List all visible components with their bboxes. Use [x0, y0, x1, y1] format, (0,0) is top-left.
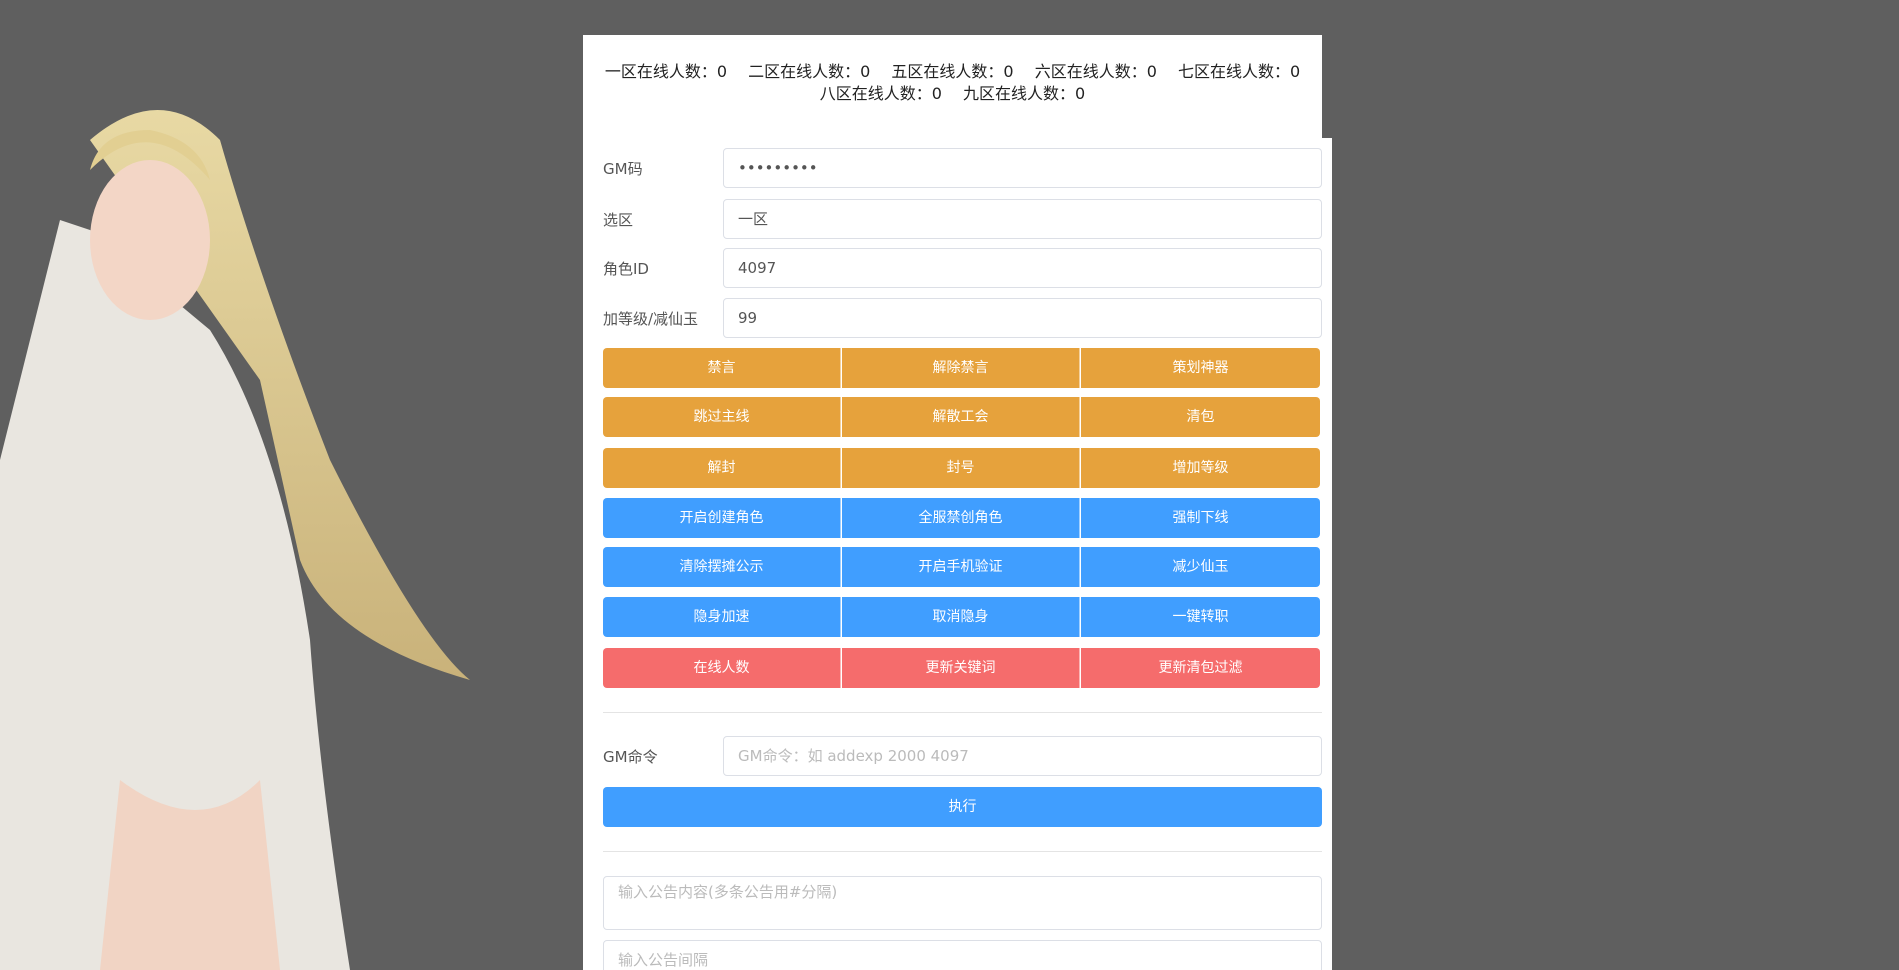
field-input[interactable]: 一区: [723, 199, 1322, 239]
action-button[interactable]: 解散工会: [842, 397, 1080, 437]
action-button[interactable]: 跳过主线: [603, 397, 841, 437]
notice-textarea[interactable]: 输入公告内容(多条公告用#分隔): [603, 876, 1322, 930]
action-button[interactable]: 减少仙玉: [1081, 547, 1320, 587]
divider: [603, 712, 1322, 713]
divider: [603, 851, 1322, 852]
field-input[interactable]: •••••••••: [723, 148, 1322, 188]
action-button[interactable]: 增加等级: [1081, 448, 1320, 488]
action-button[interactable]: 强制下线: [1081, 498, 1320, 538]
interval-input[interactable]: 输入公告间隔: [603, 940, 1322, 970]
execute-button[interactable]: 执行: [603, 787, 1322, 827]
action-button[interactable]: 禁言: [603, 348, 841, 388]
action-button[interactable]: 一键转职: [1081, 597, 1320, 637]
gm-label: GM命令: [603, 748, 658, 766]
field-label: GM码: [603, 160, 643, 178]
zone-count: 六区在线人数：0: [1034, 62, 1157, 81]
field-label: 加等级/减仙玉: [603, 310, 699, 328]
zone-count: 九区在线人数：0: [963, 84, 1086, 103]
action-button[interactable]: 解除禁言: [842, 348, 1080, 388]
zone-count: 五区在线人数：0: [891, 62, 1014, 81]
action-button[interactable]: 隐身加速: [603, 597, 841, 637]
zone-count: 八区在线人数：0: [819, 84, 942, 103]
action-button[interactable]: 清包: [1081, 397, 1320, 437]
field-label: 选区: [603, 211, 634, 229]
action-button[interactable]: 在线人数: [603, 648, 841, 688]
field-label: 角色ID: [603, 260, 649, 278]
action-button[interactable]: 解封: [603, 448, 841, 488]
action-button[interactable]: 全服禁创角色: [842, 498, 1080, 538]
zone-count: 七区在线人数：0: [1177, 62, 1301, 81]
zone-count: 二区在线人数：0: [748, 62, 871, 81]
field-input[interactable]: 4097: [723, 248, 1322, 288]
action-button[interactable]: 封号: [842, 448, 1080, 488]
action-button[interactable]: 更新关键词: [842, 648, 1080, 688]
online-counts: 一区在线人数：0 二区在线人数：0 五区在线人数：0 六区在线人数：0 七区在线…: [583, 35, 1322, 139]
zone-count: 一区在线人数：0: [604, 62, 728, 81]
action-button[interactable]: 清除摆摊公示: [603, 547, 841, 587]
character-art: [0, 110, 470, 970]
action-button[interactable]: 更新清包过滤: [1081, 648, 1320, 688]
action-button[interactable]: 取消隐身: [842, 597, 1080, 637]
action-button[interactable]: 策划神器: [1081, 348, 1320, 388]
field-input[interactable]: 99: [723, 298, 1322, 338]
action-button[interactable]: 开启手机验证: [842, 547, 1080, 587]
action-button[interactable]: 开启创建角色: [603, 498, 841, 538]
gm-input[interactable]: GM命令：如 addexp 2000 4097: [723, 736, 1322, 776]
